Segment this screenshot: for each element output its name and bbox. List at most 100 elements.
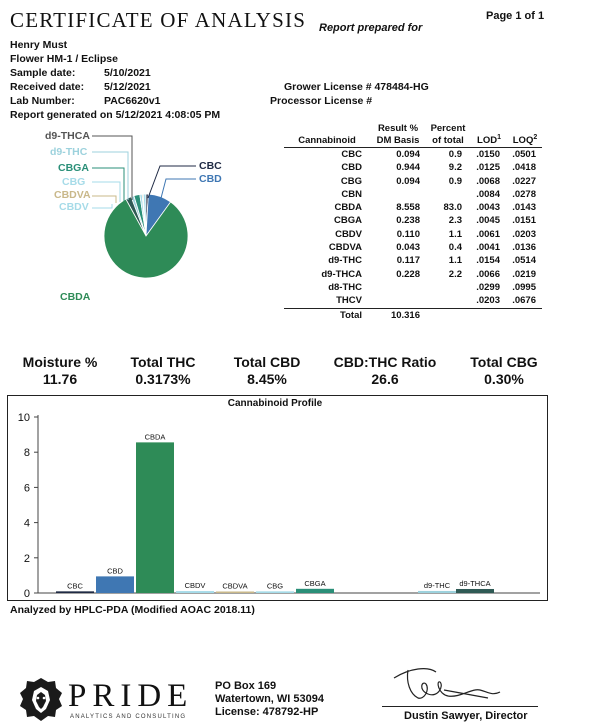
sample-date-label: Sample date: [10,67,76,79]
signer-name: Dustin Sawyer, Director [404,710,528,722]
cannabinoid-name: d9-THCA [321,268,362,280]
cannabinoid-name: CBC [341,149,362,160]
lod-value: .0084 [476,188,500,200]
report-generated: Report generated on 5/12/2021 4:08:05 PM [10,109,221,121]
logo-subtitle: ANALYTICS AND CONSULTING [70,714,187,720]
y-tick-label: 4 [24,518,30,530]
lod-value: .0150 [476,149,500,160]
col-result: Result % DM Basis [376,123,420,146]
lab-number-value: PAC6620v1 [104,95,161,107]
bar-cbda [136,442,174,593]
lod-value: .0125 [476,162,500,174]
loq-value: .0501 [512,149,536,160]
received-date-label: Received date: [10,81,85,93]
lab-number-label: Lab Number: [10,95,75,107]
percent-value [426,294,470,308]
lod-value: .0066 [476,268,500,280]
pie-label-d9-thc: d9-THC [50,146,88,158]
bar-label-d9-thca: d9-THCA [459,579,490,588]
pie-label-cbdv: CBDV [59,201,89,213]
bar-label-cbdva: CBDVA [222,582,247,591]
percent-value: 0.4 [448,242,462,254]
table-row: CBDA 8.558 83.0 .0043 .0143 [284,201,542,214]
lod-value: .0045 [476,215,500,227]
analysis-method: Analyzed by HPLC-PDA (Modified AOAC 2018… [10,604,255,616]
bar-label-cbga: CBGA [304,579,325,588]
cannabinoid-name: CBGA [334,215,362,227]
lod-value: .0154 [476,255,500,267]
pie-label-cbg: CBG [62,176,86,188]
bar-label-cbg: CBG [267,581,283,590]
pie-label-cbd: CBD [199,173,222,185]
y-tick-label: 6 [24,482,30,494]
bar-cbd [96,576,134,593]
bar-label-cbc: CBC [67,581,83,590]
table-header-row: Cannabinoid Result % DM Basis Percent of t… [284,123,542,148]
cannabinoid-name: CBD [341,162,362,174]
address-line-1: PO Box 169 [215,680,277,692]
pie-label-cbga: CBGA [58,162,89,174]
leader-line-d9-thc [92,151,129,200]
loq-value: .0514 [512,255,536,267]
pie-slices [103,193,189,279]
summary-value: 8.45% [247,371,287,387]
loq-value: .0151 [512,215,536,227]
lod-value: .0061 [476,228,500,240]
page-number: Page 1 of 1 [486,10,545,22]
leader-line-cbc [147,165,196,199]
signature-line [382,706,538,707]
leader-line-cbdva [92,195,117,203]
summary-value: 0.30% [484,371,524,387]
bar-label-d9-thc: d9-THC [424,581,451,590]
table-row: d8-THC .0299 .0995 [284,281,542,294]
bar-d9-thca [456,588,494,593]
summary-value: 0.3173% [135,371,191,387]
cannabinoid-name: CBDA [334,202,362,214]
table-row: CBGA 0.238 2.3 .0045 .0151 [284,214,542,227]
leader-line-d9-thca [92,135,133,200]
lod-value: .0041 [476,242,500,254]
address-line-3: License: 478792-HP [215,706,319,718]
percent-value [426,188,470,201]
summary-moisture: Moisture % 11.76 [12,354,108,387]
table-row: CBD 0.944 9.2 .0125 .0418 [284,161,542,174]
lod-value: .0203 [476,295,500,307]
summary-value: 11.76 [42,371,78,387]
grower-license: Grower License # 478484-HG [284,81,429,93]
y-tick-label: 2 [24,553,30,565]
table-row: THCV .0203 .0676 [284,294,542,308]
result-value: 0.094 [396,149,420,160]
table-row: CBN .0084 .0278 [284,188,542,201]
logo-wordmark: PRIDE [68,678,194,714]
loq-value: .0227 [512,175,536,187]
pie-leader-lines [92,135,196,209]
summary-label: Total CBD [233,354,301,370]
cannabinoid-name: CBN [341,188,362,200]
processor-license: Processor License # [270,95,373,107]
loq-value: .0418 [512,162,536,174]
document-title: CERTIFICATE OF ANALYSIS [10,8,307,32]
percent-value: 2.2 [448,268,462,280]
percent-value [426,281,470,294]
col-lod: LOD1 [477,133,501,146]
y-tick-label: 10 [18,412,30,424]
chart-title: Cannabinoid Profile [228,398,323,409]
cannabinoid-profile-chart-frame [7,395,548,601]
summary-total-thc: Total THC 0.3173% [115,354,211,387]
summary-label: CBD:THC Ratio [333,354,437,370]
table-row: CBDV 0.110 1.1 .0061 .0203 [284,228,542,241]
loq-value: .0676 [512,295,536,307]
cannabinoid-name: CBG [340,175,362,187]
pie-label-cbc: CBC [199,160,222,172]
percent-value: 0.9 [448,175,462,187]
summary-value: 26.6 [371,371,399,387]
director-signature [393,668,501,699]
table-row: CBC 0.094 0.9 .0150 .0501 [284,148,542,162]
sample-date-value: 5/10/2021 [104,67,151,79]
bar-d9-thc [418,590,456,593]
bar-label-cbd: CBD [107,566,123,575]
summary-total-cbg: Total CBG 0.30% [456,354,552,387]
pie-slice-cbda [103,198,189,279]
percent-value: 83.0 [443,202,463,214]
